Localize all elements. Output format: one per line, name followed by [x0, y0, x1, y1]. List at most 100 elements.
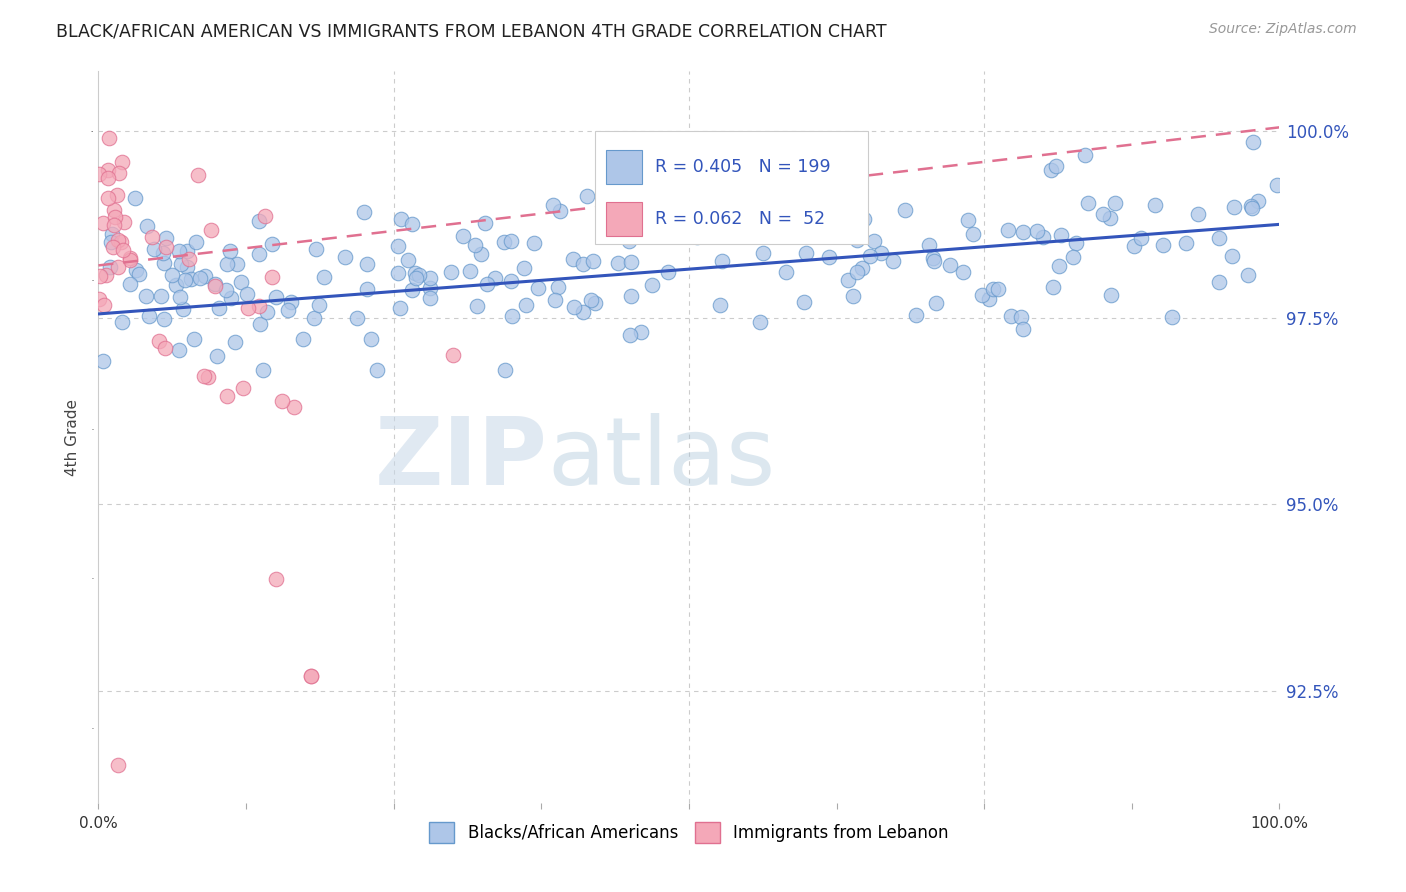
Point — [218, 244, 240, 258]
Point — [1236, 268, 1258, 282]
Point — [197, 370, 219, 384]
Point — [1220, 249, 1243, 263]
Point — [547, 279, 569, 293]
Point — [283, 401, 305, 415]
Point — [249, 317, 271, 331]
Point — [939, 258, 962, 272]
Point — [366, 363, 388, 377]
Point — [165, 277, 187, 292]
Point — [271, 393, 294, 408]
Point — [170, 257, 193, 271]
Point — [620, 289, 643, 303]
Point — [97, 131, 120, 145]
Point — [149, 288, 172, 302]
Point — [465, 299, 488, 313]
Point — [360, 333, 382, 347]
Text: ZIP: ZIP — [374, 413, 547, 505]
Point — [1066, 235, 1088, 250]
Point — [882, 253, 904, 268]
Point — [184, 235, 207, 250]
Point — [105, 188, 128, 202]
Point — [863, 234, 886, 248]
Point — [1175, 235, 1198, 250]
Point — [401, 217, 423, 231]
Point — [308, 297, 330, 311]
Point — [543, 293, 565, 307]
Point — [120, 277, 142, 292]
Point — [110, 235, 132, 249]
Point — [464, 238, 486, 252]
Point — [141, 230, 163, 244]
Point — [562, 300, 585, 314]
Point — [572, 257, 595, 271]
Point — [853, 212, 876, 227]
Point — [905, 308, 928, 322]
Point — [501, 309, 523, 323]
Point — [571, 305, 593, 319]
Point — [155, 240, 177, 254]
Point — [225, 257, 247, 271]
Point — [1098, 211, 1121, 225]
Point — [1247, 194, 1270, 209]
Point — [153, 341, 176, 355]
Point — [111, 243, 134, 257]
Point — [277, 303, 299, 318]
Point — [1012, 225, 1035, 239]
Point — [89, 268, 111, 283]
Point — [772, 157, 794, 171]
Point — [641, 277, 664, 292]
Point — [238, 301, 260, 316]
Point — [169, 290, 191, 304]
Point — [405, 270, 427, 285]
Point — [107, 233, 129, 247]
Point — [1152, 237, 1174, 252]
Point — [193, 369, 215, 384]
Point — [814, 188, 837, 202]
Point — [1208, 275, 1230, 289]
Point — [304, 311, 326, 326]
Point — [1265, 178, 1288, 192]
Point — [1074, 148, 1097, 162]
Point — [143, 242, 166, 256]
Point — [970, 287, 993, 301]
Y-axis label: 4th Grade: 4th Grade — [65, 399, 80, 475]
Point — [1208, 231, 1230, 245]
Point — [200, 223, 222, 237]
Text: atlas: atlas — [547, 413, 776, 505]
Point — [108, 166, 131, 180]
Point — [925, 296, 948, 310]
Point — [136, 219, 159, 234]
Point — [716, 192, 738, 206]
Text: R = 0.062   N =  52: R = 0.062 N = 52 — [655, 211, 825, 228]
Point — [148, 334, 170, 348]
Point — [441, 348, 464, 362]
Point — [97, 162, 120, 177]
Point — [260, 237, 283, 252]
Point — [176, 260, 198, 274]
Point — [97, 171, 120, 186]
Point — [260, 270, 283, 285]
Point — [172, 302, 194, 317]
Point — [575, 189, 598, 203]
Point — [299, 669, 322, 683]
Point — [120, 252, 142, 267]
Point — [89, 167, 111, 181]
Point — [1240, 202, 1263, 216]
Point — [314, 270, 336, 285]
Point — [135, 289, 157, 303]
Point — [515, 298, 537, 312]
Point — [870, 245, 893, 260]
Point — [1049, 227, 1071, 242]
Point — [620, 255, 643, 269]
Point — [582, 253, 605, 268]
Point — [606, 256, 628, 270]
Point — [1099, 287, 1122, 301]
Point — [221, 291, 243, 305]
Point — [103, 218, 125, 232]
Point — [709, 298, 731, 312]
Point — [125, 263, 148, 277]
Point — [100, 235, 122, 249]
Point — [956, 212, 979, 227]
Point — [817, 250, 839, 264]
Point — [98, 260, 121, 274]
